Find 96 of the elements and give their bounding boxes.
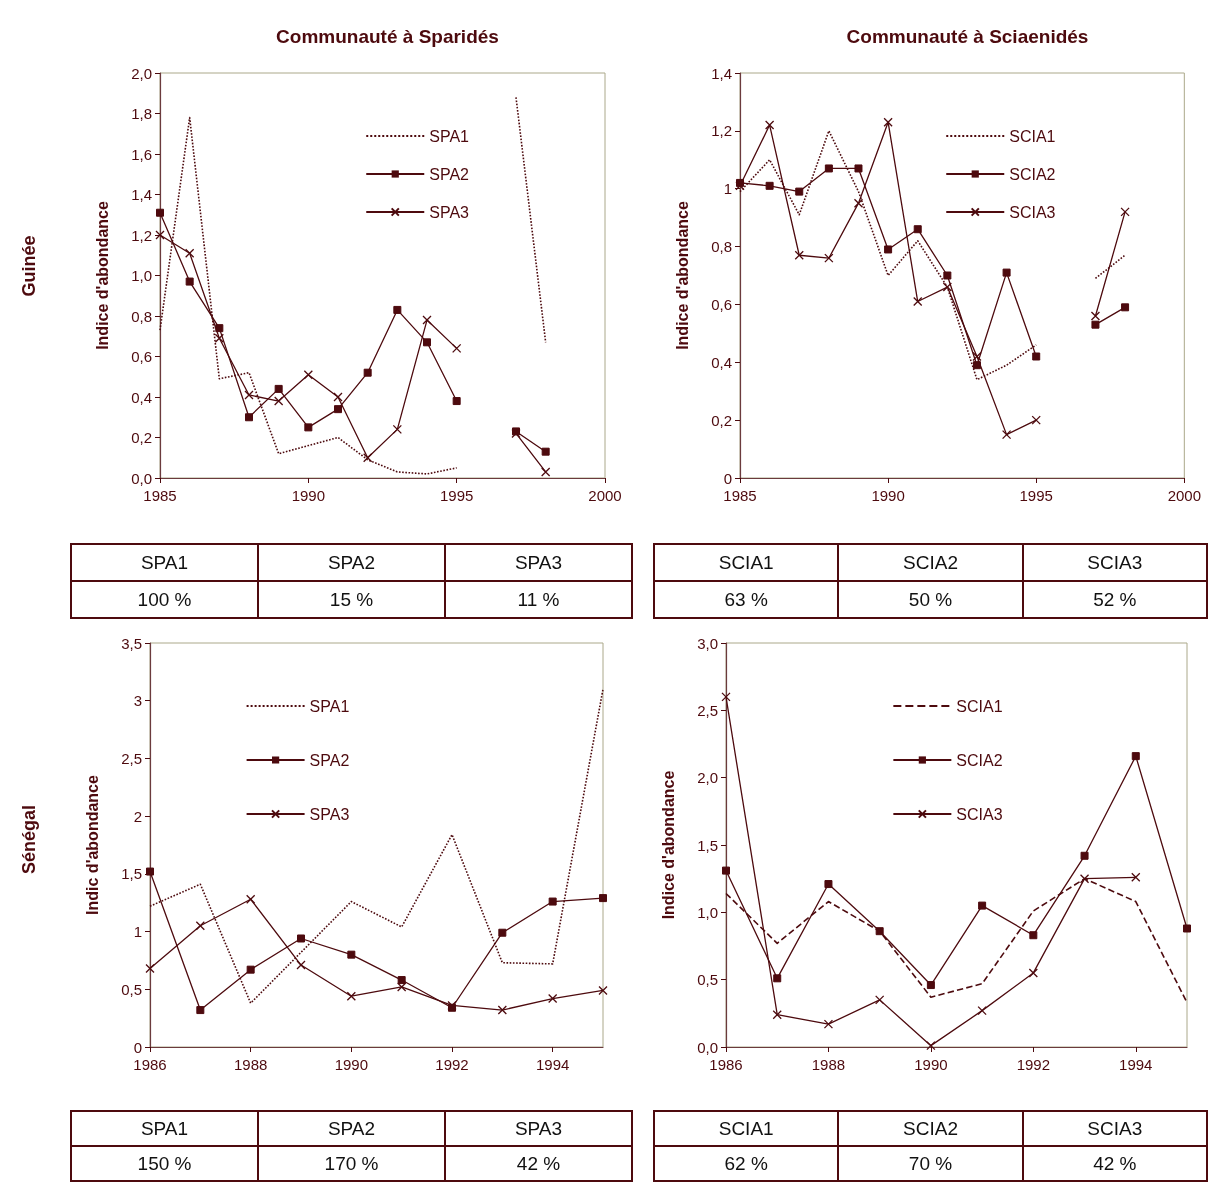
y-axis-title: Indic d'abondance [83,774,101,915]
data-label: 70 % [838,1146,1023,1181]
legend-label: SPA2 [429,165,470,183]
y-tick-label: 0 [723,469,732,487]
y-tick-label: 3 [133,692,142,710]
x-tick-label: 1985 [723,487,757,504]
y-tick-label: 0,5 [121,980,142,998]
x-tick-label: 2000 [1167,487,1201,504]
legend-label: SCIA2 [1009,165,1056,183]
data-label: 62 % [654,1146,839,1181]
category-label: SCIA2 [838,544,1023,581]
legend-label: SCIA2 [956,751,1003,769]
category-label: SPA2 [258,544,445,581]
y-tick-label: 2,0 [697,769,718,787]
y-axis-title: Indice d'abondance [659,770,677,920]
x-tick-label: 1995 [1019,487,1053,504]
x-tick-label: 1986 [709,1056,743,1073]
legend-label: SPA3 [429,203,470,221]
y-tick-label: 0,2 [711,411,732,429]
x-tick-label: 1988 [233,1056,268,1073]
category-label: SPA1 [71,544,258,581]
x-tick-label: 1992 [435,1056,469,1073]
y-tick-label: 2,5 [121,749,142,767]
y-axis-title: Indice d'abondance [93,201,111,350]
data-label: 15 % [258,581,445,618]
y-tick-label: 0,8 [131,307,152,325]
legend-label: SPA1 [429,127,470,145]
y-tick-label: 2 [133,807,142,825]
y-tick-label: 1,0 [131,267,152,284]
data-label: 52 % [1022,581,1207,618]
y-tick-label: 1,2 [131,226,152,244]
category-label: SCIA2 [838,1111,1023,1146]
data-label: 42 % [445,1146,632,1181]
category-label: SCIA1 [654,544,839,581]
y-tick-label: 3,0 [697,634,718,652]
category-label: SPA3 [445,544,632,581]
x-tick-label: 1990 [914,1056,948,1073]
x-tick-label: 2000 [588,487,622,504]
data-label: 150 % [71,1146,258,1181]
y-tick-label: 0,6 [711,295,732,313]
category-label: SPA1 [71,1111,258,1146]
y-tick-label: 0,8 [711,238,732,256]
legend-label: SCIA3 [1009,203,1056,221]
y-tick-label: 1 [133,923,142,941]
x-tick-label: 1995 [439,487,474,504]
y-tick-label: 1,8 [131,105,152,122]
y-tick-label: 0,2 [131,429,152,446]
data-label: 100 % [71,581,258,618]
y-tick-label: 3,5 [121,634,142,652]
y-tick-label: 0,5 [697,971,718,989]
legend-label: SCIA1 [1009,127,1056,145]
x-tick-label: 1992 [1016,1056,1051,1073]
y-tick-label: 1 [723,180,732,198]
x-tick-label: 1985 [143,487,177,504]
text: Guinée [19,235,39,297]
x-tick-label: 1990 [291,487,326,504]
chart-title: Communauté à Sciaenidés [846,26,1089,47]
legend-label: SCIA3 [956,805,1003,823]
chart-title: Communauté à Sparidés [276,26,499,47]
y-tick-label: 1,5 [697,836,718,854]
legend-label: SPA2 [309,751,350,769]
legend-label: SPA3 [309,805,350,823]
data-label: 42 % [1022,1146,1207,1181]
y-tick-label: 0,4 [711,353,732,371]
data-label: 50 % [838,581,1023,618]
y-tick-label: 1,6 [131,145,152,163]
data-label: 11 % [445,581,632,618]
legend-label: SCIA1 [956,697,1003,715]
category-label: SPA3 [445,1111,632,1146]
data-label: 170 % [258,1146,445,1181]
x-tick-label: 1994 [1119,1056,1153,1073]
y-axis-title: Indice d'abondance [673,201,691,350]
x-tick-label: 1988 [811,1056,846,1073]
y-tick-label: 1,0 [697,903,718,921]
x-tick-label: 1986 [133,1056,167,1073]
y-tick-label: 1,4 [131,186,152,203]
y-tick-label: 0,0 [697,1038,718,1056]
y-tick-label: 0 [133,1038,142,1056]
category-label: SCIA1 [654,1111,839,1146]
category-label: SCIA3 [1022,544,1207,581]
x-tick-label: 1990 [871,487,905,504]
y-tick-label: 0,4 [131,388,152,406]
x-tick-label: 1990 [334,1056,369,1073]
y-tick-label: 2,0 [131,64,152,82]
y-tick-label: 0,0 [131,469,152,487]
category-label: SPA2 [258,1111,445,1146]
category-label: SCIA3 [1022,1111,1207,1146]
y-tick-label: 2,5 [697,701,718,719]
y-tick-label: 1,2 [711,122,732,140]
y-tick-label: 1,4 [711,64,732,82]
legend-label: SPA1 [309,697,350,715]
y-tick-label: 0,6 [131,348,152,365]
data-label: 63 % [654,581,839,618]
y-tick-label: 1,5 [121,865,142,883]
text: Sénégal [19,805,39,875]
x-tick-label: 1994 [535,1056,570,1073]
